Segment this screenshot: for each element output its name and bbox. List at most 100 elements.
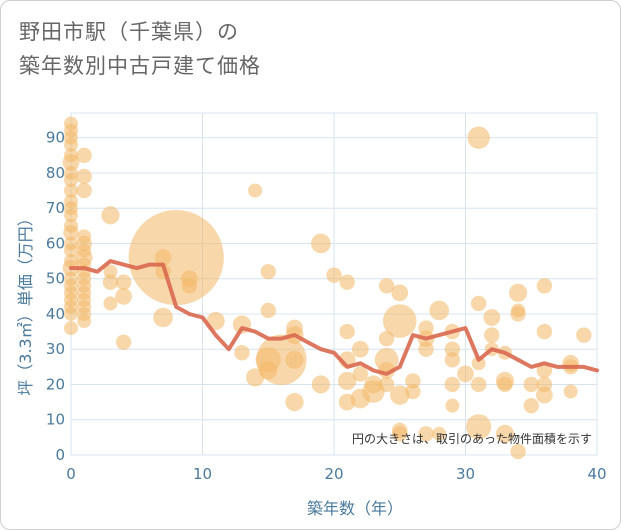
x-tick-label: 0	[66, 465, 76, 483]
data-point	[508, 283, 528, 302]
bubble-size-note: 円の大きさは、取引のあった物件面積を示す	[352, 431, 592, 446]
data-point	[234, 345, 250, 361]
data-point	[432, 426, 447, 441]
data-point	[497, 376, 513, 393]
y-tick-label: 70	[46, 199, 65, 217]
data-point	[339, 323, 355, 340]
data-point	[405, 373, 421, 389]
data-point	[115, 334, 132, 350]
x-tick-label: 30	[456, 465, 475, 483]
data-point	[563, 384, 578, 399]
data-point	[467, 126, 490, 149]
data-point	[246, 368, 265, 387]
y-tick-label: 40	[46, 305, 65, 323]
y-tick-label: 30	[46, 340, 65, 358]
data-point	[260, 302, 276, 319]
data-point	[101, 206, 120, 225]
data-point	[64, 183, 78, 198]
data-point	[536, 323, 553, 340]
data-point	[483, 309, 501, 326]
data-point	[378, 376, 395, 393]
chart-title: 野田市駅（千葉県）の 築年数別中古戸建て価格	[19, 15, 261, 83]
data-point	[484, 327, 500, 343]
data-point	[76, 147, 92, 164]
x-tick-label: 20	[324, 465, 343, 483]
y-tick-label: 90	[46, 129, 65, 147]
data-point	[378, 278, 395, 294]
data-point	[536, 278, 553, 294]
y-tick-label: 0	[55, 446, 65, 464]
data-point	[248, 183, 263, 198]
data-point	[523, 376, 539, 393]
data-point	[64, 243, 78, 258]
x-tick-label: 10	[193, 465, 212, 483]
data-point	[115, 274, 132, 290]
data-point	[466, 414, 492, 440]
data-point	[338, 371, 357, 391]
data-point	[405, 383, 421, 400]
data-point	[103, 264, 118, 279]
x-axis-ticks: 0 10 20 30 40	[66, 465, 606, 483]
data-point	[392, 426, 408, 442]
x-axis-label: 築年数（年）	[307, 499, 403, 518]
data-point	[64, 321, 78, 336]
data-point	[339, 274, 355, 290]
data-point	[471, 356, 486, 371]
data-point	[64, 306, 78, 321]
data-point	[76, 182, 92, 199]
data-point	[418, 426, 434, 442]
data-point	[285, 393, 304, 412]
data-point	[418, 341, 434, 357]
data-point	[154, 249, 172, 266]
data-point	[536, 362, 553, 379]
data-point	[153, 307, 173, 328]
data-point	[510, 443, 526, 460]
trend-line-group	[69, 259, 599, 376]
data-point	[311, 375, 330, 394]
data-point	[444, 376, 461, 393]
data-point	[352, 366, 368, 382]
data-point	[351, 340, 369, 358]
data-point	[260, 263, 276, 280]
data-point	[62, 153, 80, 171]
data-point	[382, 304, 417, 338]
data-point	[206, 311, 225, 331]
data-point	[470, 376, 487, 393]
data-point	[64, 208, 78, 223]
trend-line	[69, 259, 599, 376]
chart-title-line-2: 築年数別中古戸建て価格	[19, 54, 261, 78]
data-point	[444, 341, 461, 357]
data-point	[63, 225, 79, 241]
data-point	[285, 350, 304, 369]
y-tick-label: 10	[46, 411, 65, 429]
y-tick-label: 60	[46, 234, 65, 252]
data-point	[389, 385, 410, 405]
bubble-series	[62, 116, 592, 460]
y-axis-ticks: 0 10 20 30 40 50 60 70 80 90	[46, 129, 65, 464]
data-point	[128, 209, 224, 306]
data-point	[76, 168, 92, 185]
data-point	[311, 233, 331, 254]
data-point	[181, 278, 198, 294]
data-point	[510, 306, 526, 322]
data-point	[536, 386, 553, 404]
y-tick-label: 20	[46, 375, 65, 393]
y-tick-label: 50	[46, 270, 65, 288]
data-point	[429, 300, 450, 321]
data-point	[391, 284, 409, 302]
data-point	[445, 398, 460, 413]
y-axis-label: 坪（3.3㎡）単価（万円）	[16, 210, 35, 395]
data-point	[326, 267, 342, 283]
data-point	[64, 137, 78, 152]
data-point	[115, 287, 132, 305]
y-tick-label: 80	[46, 164, 65, 182]
data-point	[523, 397, 539, 414]
data-point	[444, 352, 461, 368]
x-tick-label: 40	[587, 465, 606, 483]
data-point	[64, 172, 78, 187]
data-point	[470, 295, 487, 312]
data-point	[77, 314, 92, 329]
data-point	[495, 424, 515, 443]
data-point	[457, 365, 474, 383]
